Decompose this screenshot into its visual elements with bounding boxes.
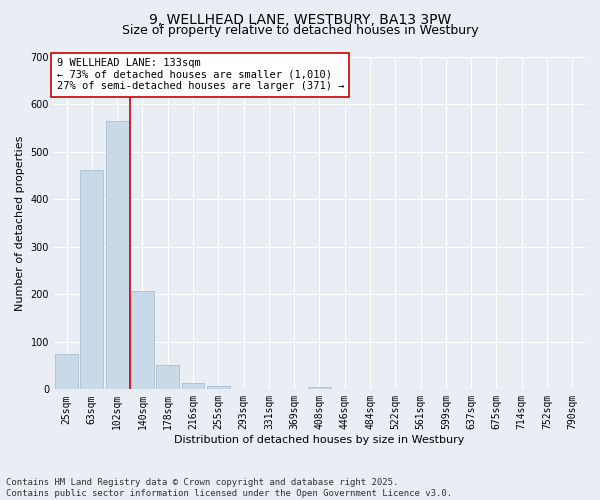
Y-axis label: Number of detached properties: Number of detached properties xyxy=(15,135,25,310)
Text: 9 WELLHEAD LANE: 133sqm
← 73% of detached houses are smaller (1,010)
27% of semi: 9 WELLHEAD LANE: 133sqm ← 73% of detache… xyxy=(56,58,344,92)
Text: 9, WELLHEAD LANE, WESTBURY, BA13 3PW: 9, WELLHEAD LANE, WESTBURY, BA13 3PW xyxy=(149,12,451,26)
Text: Size of property relative to detached houses in Westbury: Size of property relative to detached ho… xyxy=(122,24,478,37)
Text: Contains HM Land Registry data © Crown copyright and database right 2025.
Contai: Contains HM Land Registry data © Crown c… xyxy=(6,478,452,498)
Bar xyxy=(308,388,331,390)
X-axis label: Distribution of detached houses by size in Westbury: Distribution of detached houses by size … xyxy=(174,435,464,445)
Bar xyxy=(131,291,154,390)
Bar xyxy=(182,382,205,390)
Bar xyxy=(55,354,78,390)
Bar xyxy=(157,364,179,390)
Bar xyxy=(106,120,128,390)
Bar xyxy=(80,170,103,390)
Bar xyxy=(207,386,230,390)
